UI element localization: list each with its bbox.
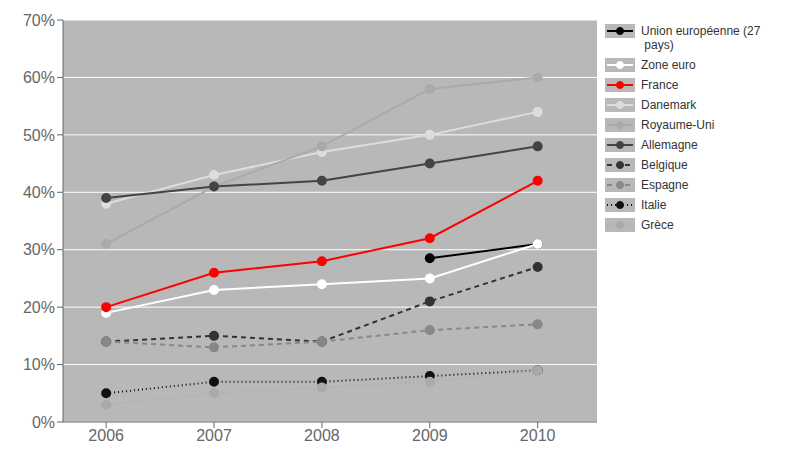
svg-text:20%: 20% — [23, 299, 55, 316]
svg-text:2010: 2010 — [520, 427, 556, 444]
svg-text:2006: 2006 — [88, 427, 124, 444]
svg-text:10%: 10% — [23, 356, 55, 373]
html-text:Zone euro: Zone euro — [641, 58, 696, 72]
svg-text:2008: 2008 — [304, 427, 340, 444]
html-text:Italie: Italie — [641, 198, 667, 212]
html-text:France: France — [641, 78, 679, 92]
html-text:Danemark: Danemark — [641, 98, 697, 112]
html-text:Belgique: Belgique — [641, 158, 688, 172]
html-text:Allemagne: Allemagne — [641, 138, 698, 152]
svg-text:0%: 0% — [32, 414, 55, 431]
svg-text:2007: 2007 — [196, 427, 232, 444]
svg-text:50%: 50% — [23, 127, 55, 144]
svg-text:60%: 60% — [23, 69, 55, 86]
svg-text:40%: 40% — [23, 184, 55, 201]
svg-text:2009: 2009 — [412, 427, 448, 444]
svg-text:70%: 70% — [23, 12, 55, 29]
html-text:Grèce: Grèce — [641, 218, 674, 232]
html-text:Royaume-Uni: Royaume-Uni — [641, 118, 715, 132]
svg-text:30%: 30% — [23, 241, 55, 258]
html-text:Union européenne (27 pays): Union européenne (27 pays) — [641, 24, 761, 52]
html-text:Espagne: Espagne — [641, 178, 689, 192]
